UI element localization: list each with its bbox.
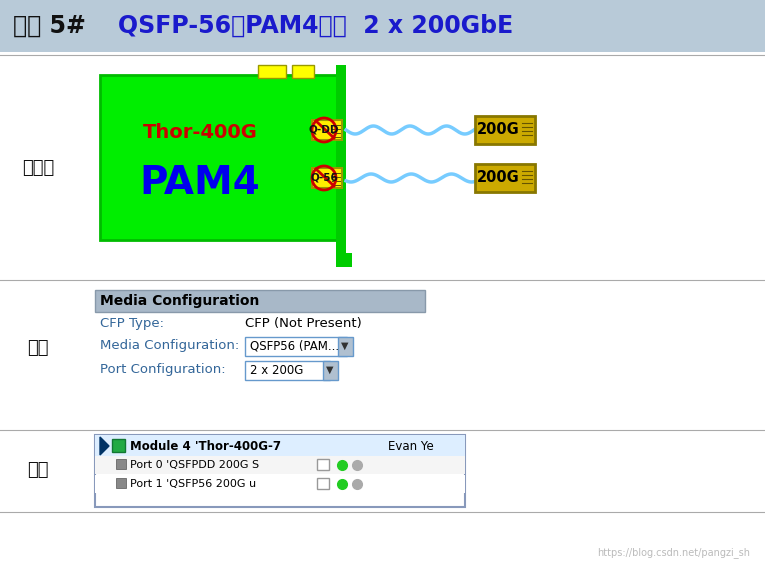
Text: Q-DD: Q-DD	[309, 125, 339, 135]
Bar	[338, 337, 353, 356]
Bar	[475, 164, 535, 192]
Text: Evan Ye: Evan Ye	[388, 439, 434, 452]
Text: https://blog.csdn.net/pangzi_sh: https://blog.csdn.net/pangzi_sh	[597, 547, 750, 558]
Bar	[312, 168, 342, 188]
Bar	[258, 65, 286, 78]
Text: ▼: ▼	[326, 365, 334, 375]
Bar	[336, 65, 346, 255]
Bar	[317, 459, 329, 470]
Bar	[292, 65, 314, 78]
Text: ▼: ▼	[341, 341, 349, 351]
Bar	[95, 435, 465, 457]
Bar	[312, 120, 342, 140]
Text: Port 0 'QSFPDD 200G S: Port 0 'QSFPDD 200G S	[130, 460, 259, 470]
Text: CFP (Not Present): CFP (Not Present)	[245, 316, 362, 329]
Bar	[112, 439, 125, 452]
Bar	[245, 337, 347, 356]
Text: QSFP-56（PAM4），  2 x 200GbE: QSFP-56（PAM4）， 2 x 200GbE	[118, 14, 513, 38]
Text: Thor-400G: Thor-400G	[142, 122, 258, 142]
Text: 2 x 200G: 2 x 200G	[250, 363, 304, 376]
Bar	[100, 75, 338, 240]
Text: Media Configuration: Media Configuration	[100, 294, 259, 308]
Text: 示意图: 示意图	[22, 159, 54, 177]
Bar	[245, 361, 330, 380]
Text: Port 1 'QSFP56 200G u: Port 1 'QSFP56 200G u	[130, 479, 256, 489]
Bar	[95, 456, 465, 474]
Bar	[116, 478, 126, 488]
Bar	[323, 361, 338, 380]
Text: Module 4 'Thor-400G-7: Module 4 'Thor-400G-7	[130, 439, 281, 452]
Text: 200G: 200G	[477, 122, 519, 138]
Text: Port Configuration:: Port Configuration:	[100, 363, 226, 376]
Text: 设定: 设定	[28, 339, 49, 357]
Bar	[95, 290, 425, 312]
Text: PAM4: PAM4	[140, 164, 260, 202]
Bar	[336, 253, 352, 267]
Text: 模式 5#: 模式 5#	[13, 14, 94, 38]
Bar	[95, 475, 465, 493]
Polygon shape	[100, 437, 109, 455]
Text: 200G: 200G	[477, 171, 519, 185]
Bar	[475, 116, 535, 144]
Text: 状态: 状态	[28, 461, 49, 479]
Text: Media Configuration:: Media Configuration:	[100, 340, 239, 353]
Text: QSFP56 (PAM...: QSFP56 (PAM...	[250, 340, 339, 353]
Bar	[116, 459, 126, 469]
Bar	[317, 478, 329, 489]
Text: Q-56: Q-56	[310, 173, 338, 183]
Text: CFP Type:: CFP Type:	[100, 316, 164, 329]
Bar	[0, 0, 765, 52]
Bar	[95, 435, 465, 507]
